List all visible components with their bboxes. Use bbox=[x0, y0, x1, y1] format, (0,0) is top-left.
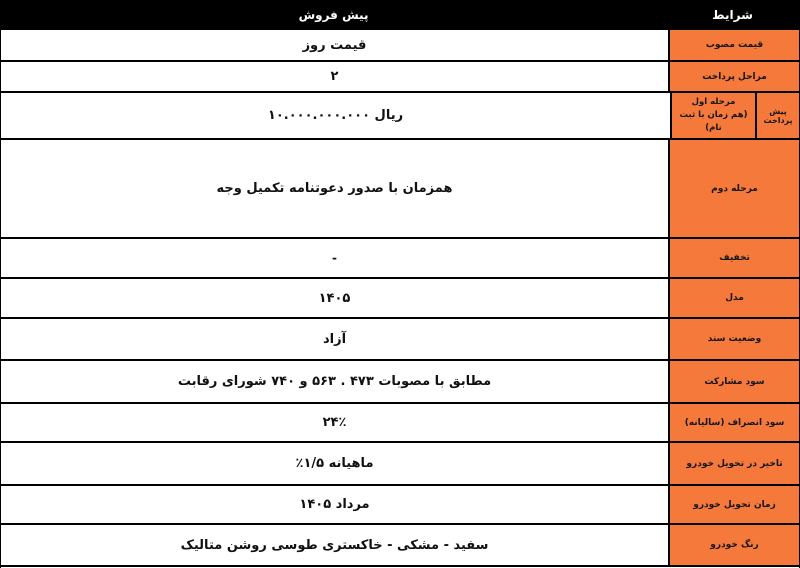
row-approved-price: قیمت روز قیمت مصوب bbox=[1, 30, 799, 62]
document-status-value: آزاد bbox=[1, 319, 668, 359]
down-payment-label: پیش پرداخت bbox=[755, 93, 799, 138]
row-document-status: آزاد وضعیت سند bbox=[1, 319, 799, 361]
payment-stages-label: مراحل پرداخت bbox=[668, 62, 799, 91]
approved-price-label: قیمت مصوب bbox=[668, 30, 799, 60]
row-car-color: سفید - مشکی - خاکستری طوسی روشن متالیک ر… bbox=[1, 525, 799, 567]
stage-1-amount-value: ‪۱۰.۰۰۰.۰۰۰.۰۰۰ ریال‬ bbox=[1, 93, 670, 138]
stage-1-label-line2: (هم زمان با ثبت نام) bbox=[679, 110, 748, 133]
stage-1-label-line1: مرحله اول bbox=[691, 97, 736, 108]
car-color-label: رنگ خودرو bbox=[668, 525, 799, 565]
participation-profit-label: سود مشارکت bbox=[668, 361, 799, 402]
delivery-delay-penalty-label: تاخیر در تحویل خودرو bbox=[668, 443, 799, 484]
row-delivery-delay-penalty: ‪٪۱/۵ ماهیانه‬ تاخیر در تحویل خودرو bbox=[1, 443, 799, 486]
row-down-payment-stage-1: ‪۱۰.۰۰۰.۰۰۰.۰۰۰ ریال‬ مرحله اول (هم زمان… bbox=[1, 93, 799, 140]
row-payment-stages: ۲ مراحل پرداخت bbox=[1, 62, 799, 93]
stage-2-label: مرحله دوم bbox=[668, 140, 799, 237]
row-discount: - تخفیف bbox=[1, 239, 799, 279]
row-cancellation-profit: ۲۴٪ سود انصراف (سالیانه) bbox=[1, 404, 799, 443]
header-row: پیش فروش شرایط bbox=[1, 1, 799, 30]
row-model: ۱۴۰۵ مدل bbox=[1, 279, 799, 319]
row-delivery-time: ‪مرداد ۱۴۰۵‬ زمان تحویل خودرو bbox=[1, 486, 799, 525]
row-participation-profit: مطابق با مصوبات ۴۷۳ . ۵۶۳ و ۷۴۰ شورای رق… bbox=[1, 361, 799, 404]
participation-profit-value: مطابق با مصوبات ۴۷۳ . ۵۶۳ و ۷۴۰ شورای رق… bbox=[1, 361, 668, 402]
stage-2-value: همزمان با صدور دعوتنامه تکمیل وجه bbox=[1, 140, 668, 237]
delivery-time-value: ‪مرداد ۱۴۰۵‬ bbox=[1, 486, 668, 523]
cancellation-profit-value: ۲۴٪ bbox=[1, 404, 668, 441]
conditions-header-cell: شرایط bbox=[712, 7, 753, 22]
discount-value: - bbox=[1, 239, 668, 277]
presale-header-cell: پیش فروش bbox=[298, 7, 369, 22]
cancellation-profit-label: سود انصراف (سالیانه) bbox=[668, 404, 799, 441]
row-stage-2: همزمان با صدور دعوتنامه تکمیل وجه مرحله … bbox=[1, 140, 799, 239]
delivery-time-label: زمان تحویل خودرو bbox=[668, 486, 799, 523]
stage-1-label: مرحله اول (هم زمان با ثبت نام) bbox=[670, 93, 755, 138]
approved-price-value: قیمت روز bbox=[1, 30, 668, 60]
document-status-label: وضعیت سند bbox=[668, 319, 799, 359]
delivery-delay-penalty-value: ‪٪۱/۵ ماهیانه‬ bbox=[1, 443, 668, 484]
payment-stages-value: ۲ bbox=[1, 62, 668, 91]
discount-label: تخفیف bbox=[668, 239, 799, 277]
car-color-value: سفید - مشکی - خاکستری طوسی روشن متالیک bbox=[1, 525, 668, 565]
model-label: مدل bbox=[668, 279, 799, 317]
model-value: ۱۴۰۵ bbox=[1, 279, 668, 317]
